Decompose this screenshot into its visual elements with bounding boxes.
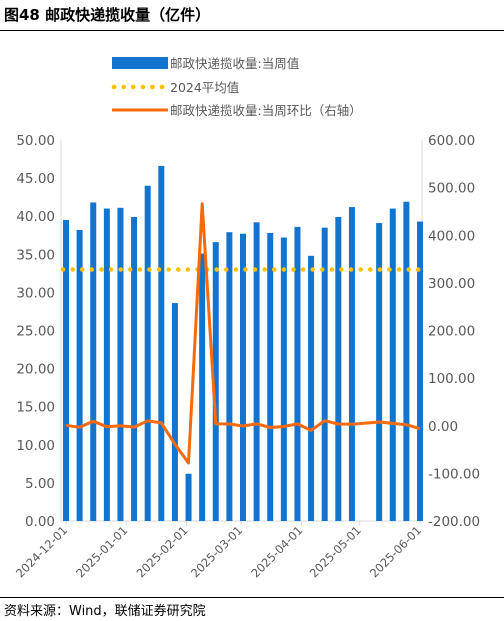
- left-tick-label: 40.00: [16, 209, 55, 225]
- legend-label: 2024平均值: [170, 80, 239, 95]
- right-tick-label: 100.00: [428, 371, 475, 387]
- x-tick-label: 2025-03-01: [188, 523, 245, 580]
- left-tick-label: 50.00: [16, 133, 55, 149]
- legend-label: 邮政快递揽收量:当周环比（右轴）: [170, 103, 362, 118]
- right-tick-label: 200.00: [428, 324, 475, 340]
- x-tick-label: 2025-06-01: [367, 523, 424, 580]
- bar: [403, 201, 410, 522]
- mom-line: [65, 202, 421, 465]
- right-tick-label: 500.00: [428, 181, 475, 197]
- bar: [348, 207, 355, 521]
- left-y-axis: 0.00 5.00 10.00 15.00 20.00 25.00 30.00 35.00 40…: [16, 133, 62, 530]
- mom-line-series: [65, 202, 421, 465]
- x-tick-label: 2025-05-01: [307, 523, 364, 580]
- x-axis: 2024-12-01 2025-01-01 2025-02-012025-03-01…: [13, 520, 424, 580]
- legend-label: 邮政快递揽收量:当周值: [170, 56, 299, 71]
- bar: [144, 185, 151, 521]
- title-rule: [0, 30, 504, 31]
- bar: [212, 242, 219, 521]
- left-tick-label: 25.00: [16, 324, 55, 340]
- bar: [240, 233, 246, 521]
- bar: [253, 222, 260, 521]
- x-tick-label: 2024-12-01: [13, 523, 70, 580]
- right-y-axis: -200.00 -100.00 0.00 100.00 200.00 300.00 400.…: [421, 133, 480, 530]
- bar: [199, 253, 206, 521]
- bar: [226, 232, 233, 521]
- bar: [280, 237, 287, 521]
- bar: [376, 223, 383, 522]
- bar-series: [63, 165, 423, 522]
- left-tick-label: 5.00: [25, 476, 55, 492]
- bar: [171, 303, 178, 521]
- left-tick-label: 45.00: [16, 171, 55, 187]
- legend-swatch-bar: [112, 57, 168, 69]
- left-tick-label: 30.00: [16, 285, 55, 301]
- right-tick-label: -200.00: [428, 514, 480, 530]
- right-tick-label: 0.00: [428, 419, 458, 435]
- figure-title: 图48 邮政快递揽收量（亿件）: [4, 6, 211, 24]
- bar: [267, 232, 274, 522]
- bar: [131, 216, 138, 521]
- bar: [63, 220, 69, 521]
- left-tick-label: 0.00: [25, 514, 55, 530]
- x-tick-label: 2025-04-01: [248, 523, 305, 580]
- bar: [185, 473, 192, 521]
- bar: [308, 255, 315, 521]
- left-tick-label: 15.00: [16, 400, 55, 416]
- left-tick-label: 20.00: [16, 362, 55, 378]
- bar: [103, 208, 110, 521]
- source-note: 资料来源：Wind，联储证券研究院: [4, 604, 206, 619]
- bar: [117, 207, 124, 521]
- right-tick-label: 400.00: [428, 228, 475, 244]
- left-tick-label: 10.00: [16, 438, 55, 454]
- bar: [294, 226, 301, 522]
- right-tick-label: 300.00: [428, 276, 475, 292]
- bar: [321, 227, 328, 521]
- right-tick-label: -100.00: [428, 466, 480, 482]
- right-tick-label: 600.00: [428, 133, 475, 149]
- x-tick-label: 2025-02-01: [134, 523, 191, 580]
- x-tick-label: 2025-01-01: [73, 523, 130, 580]
- source-rule: [0, 597, 504, 598]
- bar: [158, 165, 165, 521]
- bar: [90, 202, 97, 521]
- bar: [335, 216, 342, 521]
- bar: [389, 208, 396, 521]
- left-tick-label: 35.00: [16, 247, 55, 263]
- bar: [417, 221, 423, 521]
- bar: [76, 229, 83, 521]
